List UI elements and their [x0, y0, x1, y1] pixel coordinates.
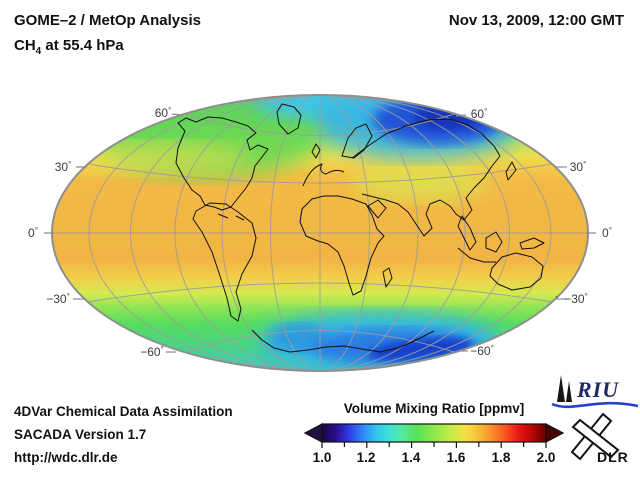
lat-label-left-0: 0°: [28, 226, 38, 240]
colorbar-minor-ticks: [321, 442, 547, 448]
colorbar-tick-label: 1.4: [401, 450, 421, 465]
riu-cathedral-icon-2: [566, 381, 572, 402]
timestamp: Nov 13, 2009, 12:00 GMT: [448, 12, 624, 29]
coast-antarctica: [251, 329, 435, 353]
coast-borneo: [485, 231, 503, 253]
dlr-wing-icon-2: [571, 418, 620, 459]
latitude-ticks: [44, 113, 596, 353]
colorbar-title: Volume Mixing Ratio [ppmv]: [343, 401, 525, 416]
coast-japan: [505, 161, 517, 181]
colorbar-tick-label: 1.2: [356, 450, 376, 465]
lat-label-left-m30: −30°: [46, 292, 70, 306]
coast-asia-south: [361, 193, 451, 237]
colorbar-tick-label: 1.6: [446, 450, 466, 465]
coast-malay: [457, 215, 477, 251]
colorbar-tick-label: 2.0: [536, 450, 556, 465]
lat-label-right-m30: −30°: [564, 292, 588, 306]
riu-wave-icon: [551, 401, 639, 409]
dlr-logo-text: DLR: [597, 449, 629, 465]
footer-assimilation-label: 4DVar Chemical Data Assimilation: [14, 404, 233, 419]
coast-north-america: [175, 116, 269, 211]
dlr-logo: [570, 412, 620, 461]
colorbar-right-arrow: [545, 423, 565, 443]
riu-cathedral-icon: [557, 375, 565, 402]
colorbar-tick-label: 1.8: [491, 450, 511, 465]
coast-africa: [299, 195, 385, 296]
coast-europe: [302, 163, 345, 187]
coast-australia: [489, 252, 544, 291]
coast-asia-east: [449, 155, 501, 221]
lat-label-right-0: 0°: [602, 226, 612, 240]
lat-label-right-30: 30°: [569, 160, 587, 174]
riu-logo-text: RIU: [577, 377, 620, 402]
footer-version-label: SACADA Version 1.7: [14, 427, 147, 442]
page-subtitle: CH4 at 55.4 hPa: [14, 37, 124, 57]
lat-label-right-60: 60°: [470, 107, 488, 121]
riu-logo: [551, 375, 639, 409]
lat-label-left-30: 30°: [54, 160, 72, 174]
coast-indonesia: [457, 247, 496, 263]
coast-madagascar: [382, 267, 393, 288]
coast-south-america: [192, 202, 257, 322]
lat-label-left-m60: −60°: [140, 345, 164, 359]
colorbar-tick-label: 1.0: [312, 450, 332, 465]
coast-british-isles: [311, 143, 321, 159]
chemical-formula-subscript: 4: [35, 46, 42, 57]
lat-label-left-60: 60°: [154, 106, 172, 120]
coast-asia-north: [351, 118, 501, 159]
coast-new-guinea: [519, 237, 545, 250]
page-title: GOME–2 / MetOp Analysis: [14, 12, 201, 29]
coast-caribbean: [217, 213, 245, 221]
coast-scandinavia: [341, 123, 373, 159]
colorbar: [303, 423, 565, 448]
coast-arabia: [367, 199, 387, 219]
ch4-data-field: [52, 95, 588, 371]
yellow-green-patch-europe: [350, 162, 490, 202]
chemical-formula: CH: [14, 37, 36, 54]
colorbar-gradient-bar: [321, 423, 547, 443]
coast-greenland: [276, 103, 302, 135]
footer-url: http://wdc.dlr.de: [14, 450, 118, 465]
lat-label-right-m60: −60°: [470, 344, 494, 358]
coastlines: [175, 103, 563, 353]
colorbar-left-arrow: [303, 423, 323, 443]
pressure-level: at 55.4 hPa: [41, 37, 124, 54]
